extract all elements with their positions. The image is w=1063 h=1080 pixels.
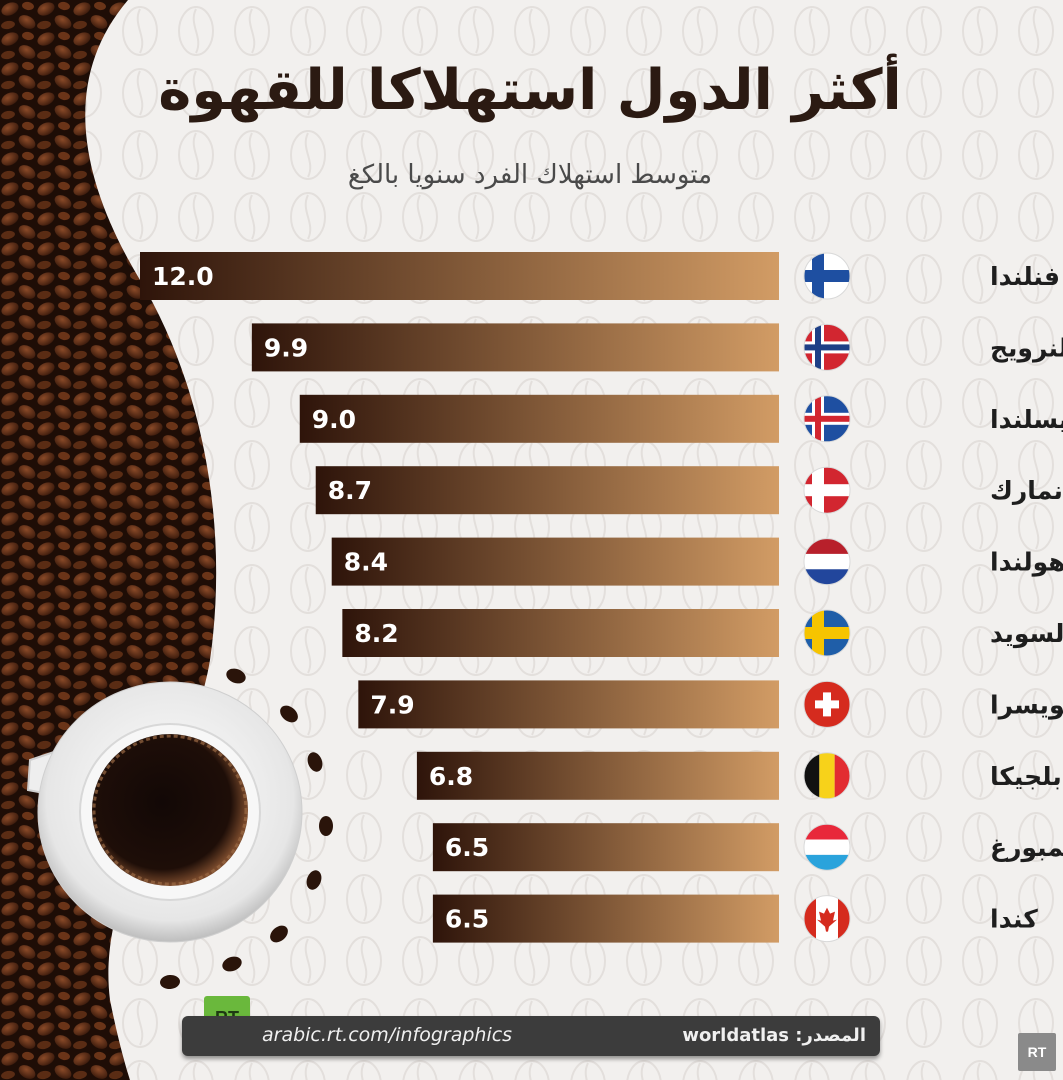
switzerland-flag-icon [804,681,850,728]
country-label: أيسلندا [990,403,1063,434]
bar [315,466,779,515]
page-title: أكثر الدول استهلاكا للقهوة [158,58,902,123]
bar-value-label: 9.9 [264,333,308,362]
bar-value-label: 9.0 [312,405,356,434]
denmark-flag-icon [804,467,850,514]
finland-flag-icon [804,253,850,299]
bar-row: 9.9 النرويج [251,323,1063,372]
country-label: كندا [990,905,1038,934]
belgium-flag-icon [804,752,850,799]
sweden-flag-icon-border [803,609,851,657]
bar [358,680,779,729]
bar [299,394,779,443]
bar-row: 6.8 بلجيكا [416,751,1062,800]
country-label: سويسرا [990,690,1063,720]
bar [432,823,779,872]
bar [251,323,779,372]
switzerland-flag-icon-border [803,680,851,728]
page-subtitle: متوسط استهلاك الفرد سنويا بالكغ [347,160,713,190]
luxembourg-flag-icon-border [803,823,851,871]
bar [140,252,779,300]
bar-value-label: 7.9 [370,690,414,719]
bar-row: 8.2 السويد [342,609,1063,657]
country-label: النرويج [990,333,1063,363]
bar-row: 9.0 أيسلندا [299,394,1063,443]
bar-value-label: 8.7 [328,476,372,505]
country-label: فنلندا [990,262,1060,291]
netherlands-flag-icon [804,538,850,585]
netherlands-flag-icon-border [803,538,851,586]
country-label: السويد [990,619,1063,649]
bar-row: 6.5 كندا [432,894,1038,943]
iceland-flag-icon [804,395,850,442]
sweden-flag-icon [804,610,850,656]
bar-row: 6.5 لوكسمبورغ [432,823,1063,872]
bar-value-label: 8.2 [354,619,398,648]
bar-row: 8.7 الدنمارك [315,466,1063,515]
bar-value-label: 12.0 [152,262,214,291]
bar-row: 8.4 هولندا [331,537,1063,586]
bar-row: 7.9 سويسرا [358,680,1063,729]
canada-flag-icon-border [803,895,851,943]
bar-value-label: 8.4 [344,548,388,577]
bar [432,894,779,943]
bar-value-label: 6.8 [429,762,473,791]
bar-value-label: 6.5 [445,833,489,862]
denmark-flag-icon-border [803,466,851,514]
belgium-flag-icon-border [803,752,851,800]
country-label: بلجيكا [990,762,1062,791]
norway-flag-icon [804,324,850,371]
finland-flag-icon-border [803,252,851,300]
footer-url-link[interactable]: arabic.rt.com/infographics [262,1024,513,1046]
footer-bar: arabic.rt.com/infographics المصدر: world… [182,1016,880,1056]
footer-source: المصدر: worldatlas [682,1025,866,1046]
bar-row: 12.0 فنلندا [140,252,1060,300]
bar [416,751,779,800]
rt-corner-logo: RT [1018,1033,1056,1071]
norway-flag-icon-border [803,323,851,371]
luxembourg-flag-icon [804,824,850,871]
iceland-flag-icon-border [803,395,851,443]
country-label: هولندا [990,548,1063,578]
bar [342,609,779,657]
country-label: الدنمارك [990,476,1063,505]
bar-value-label: 6.5 [445,905,489,934]
bar [331,537,779,586]
country-label: لوكسمبورغ [990,833,1063,863]
